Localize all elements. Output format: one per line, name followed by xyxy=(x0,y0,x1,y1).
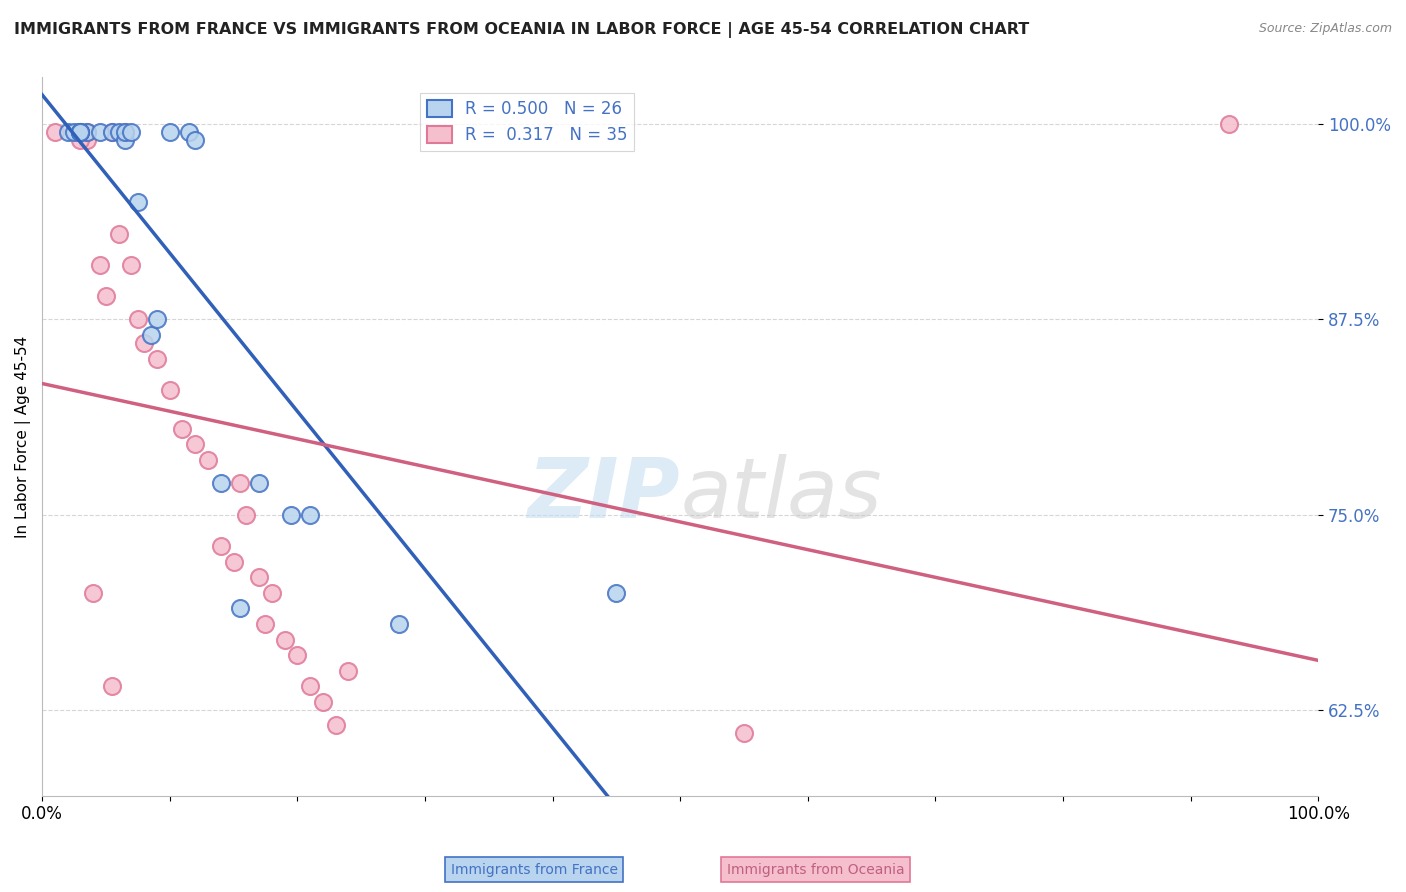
Point xyxy=(107,227,129,241)
Point xyxy=(733,726,755,740)
Text: atlas: atlas xyxy=(681,453,882,534)
Y-axis label: In Labor Force | Age 45-54: In Labor Force | Age 45-54 xyxy=(15,335,31,538)
Point xyxy=(159,125,181,139)
Point xyxy=(312,695,335,709)
Point xyxy=(63,125,86,139)
Point xyxy=(337,664,360,678)
Point xyxy=(101,680,124,694)
Point xyxy=(299,680,322,694)
Point xyxy=(197,453,219,467)
Point xyxy=(139,328,162,343)
Point xyxy=(69,125,91,139)
Point xyxy=(127,312,149,326)
Point xyxy=(76,125,98,139)
Point xyxy=(107,125,129,139)
Point xyxy=(229,601,252,615)
Point xyxy=(101,125,124,139)
Point xyxy=(69,125,91,139)
Point xyxy=(325,718,347,732)
Point xyxy=(247,570,270,584)
Point xyxy=(235,508,257,522)
Point xyxy=(229,476,252,491)
Point xyxy=(605,586,627,600)
Point xyxy=(120,125,142,139)
Point xyxy=(69,125,91,139)
Point xyxy=(273,632,295,647)
Text: ZIP: ZIP xyxy=(527,453,681,534)
Point xyxy=(56,125,79,139)
Point xyxy=(299,508,322,522)
Point xyxy=(76,125,98,139)
Point xyxy=(177,125,200,139)
Point xyxy=(127,195,149,210)
Point xyxy=(114,125,136,139)
Point xyxy=(254,617,277,632)
Text: Source: ZipAtlas.com: Source: ZipAtlas.com xyxy=(1258,22,1392,36)
Point xyxy=(1218,117,1240,131)
Text: IMMIGRANTS FROM FRANCE VS IMMIGRANTS FROM OCEANIA IN LABOR FORCE | AGE 45-54 COR: IMMIGRANTS FROM FRANCE VS IMMIGRANTS FRO… xyxy=(14,22,1029,38)
Point xyxy=(260,586,283,600)
Point xyxy=(89,258,111,272)
Point xyxy=(76,133,98,147)
Point xyxy=(247,476,270,491)
Point xyxy=(114,133,136,147)
Legend: R = 0.500   N = 26, R =  0.317   N = 35: R = 0.500 N = 26, R = 0.317 N = 35 xyxy=(420,93,634,151)
Point xyxy=(114,125,136,139)
Text: Immigrants from Oceania: Immigrants from Oceania xyxy=(727,863,904,877)
Point xyxy=(146,312,169,326)
Point xyxy=(159,383,181,397)
Point xyxy=(89,125,111,139)
Point xyxy=(94,289,117,303)
Point xyxy=(388,617,411,632)
Point xyxy=(285,648,308,663)
Point xyxy=(222,555,245,569)
Point xyxy=(120,258,142,272)
Point xyxy=(280,508,302,522)
Point xyxy=(134,335,156,350)
Point xyxy=(69,125,91,139)
Point xyxy=(101,125,124,139)
Point xyxy=(82,586,104,600)
Point xyxy=(69,133,91,147)
Text: Immigrants from France: Immigrants from France xyxy=(451,863,617,877)
Point xyxy=(184,133,207,147)
Point xyxy=(69,125,91,139)
Point xyxy=(209,476,232,491)
Point xyxy=(44,125,66,139)
Point xyxy=(209,539,232,553)
Point xyxy=(146,351,169,366)
Point xyxy=(172,422,194,436)
Point xyxy=(184,437,207,451)
